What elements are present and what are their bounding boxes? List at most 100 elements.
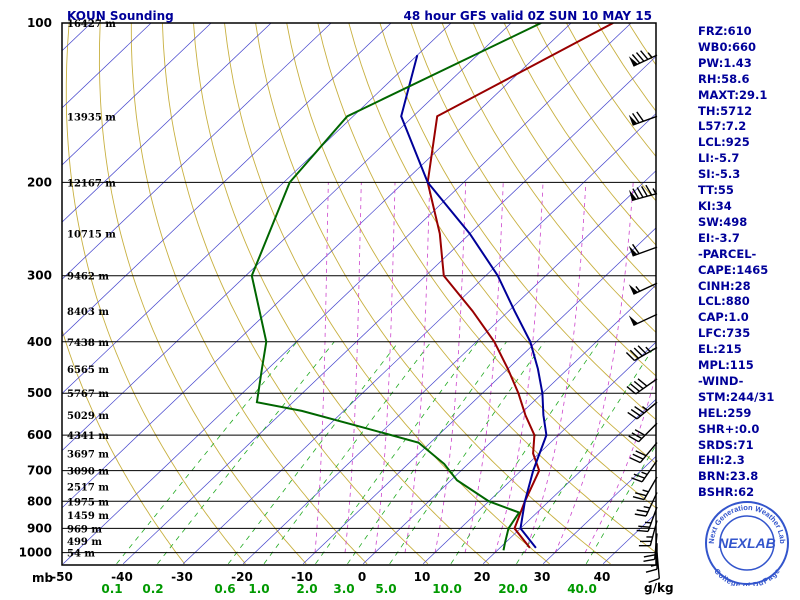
- index-item: MAXT:29.1: [698, 87, 768, 102]
- height-label: 9462 m: [67, 272, 109, 283]
- wind-barb: [628, 422, 658, 443]
- isotherm: [482, 398, 656, 565]
- wind-barb: [628, 313, 658, 327]
- dry-adiabat: [161, 23, 429, 565]
- mixing-ratio-line: [263, 341, 432, 565]
- pressure-tick-label: 600: [27, 428, 52, 442]
- index-item: SI:-5.3: [698, 167, 741, 182]
- temperature-tick-label: -50: [51, 570, 73, 584]
- mixing-ratio-line: [389, 341, 545, 565]
- temperature-tick-label: -10: [291, 570, 313, 584]
- mixing-ratio-tick-label: 0.2: [142, 582, 163, 596]
- height-label: 12167 m: [67, 178, 116, 189]
- height-label: 969 m: [67, 524, 102, 535]
- dry-adiabat: [441, 23, 656, 333]
- station-title: KOUN Sounding: [67, 9, 174, 23]
- wind-barb: [631, 460, 658, 483]
- index-item: LFC:735: [698, 326, 751, 341]
- index-item: BRN:23.8: [698, 469, 759, 484]
- moist-adiabat: [344, 182, 362, 553]
- pressure-tick-label: 300: [27, 269, 52, 283]
- dry-adiabat: [98, 23, 307, 565]
- isotherm: [62, 23, 212, 166]
- temperature-tick-label: 30: [534, 570, 551, 584]
- temperature-tick-label: -20: [231, 570, 253, 584]
- height-labels: 16427 m 13935 m 12167 m 10715 m 9462 m 8403 m…: [67, 19, 116, 560]
- height-label: 7438 m: [67, 338, 109, 349]
- index-item: -WIND-: [698, 373, 744, 388]
- logo-inner-ring: [719, 515, 775, 571]
- height-label: 2517 m: [67, 482, 109, 493]
- moist-adiabat: [464, 182, 504, 553]
- dry-adiabat: [503, 23, 656, 246]
- moist-adiabat: [434, 182, 467, 553]
- index-item: FRZ:610: [698, 24, 752, 38]
- height-label: 3090 m: [67, 467, 109, 478]
- temperature-tick-label: 40: [594, 570, 611, 584]
- sounding-profiles: [250, 23, 614, 551]
- pressure-tick-label: 1000: [19, 546, 52, 560]
- temperature-tick-label: 0: [358, 570, 366, 584]
- mixing-ratio-labels: 0.1 0.2 0.6 1.0 2.0 3.0 5.0 10.0 20.0 40.0: [101, 582, 596, 596]
- index-item: -PARCEL-: [698, 246, 757, 261]
- moist-adiabat: [314, 182, 329, 553]
- index-item: TT:55: [698, 183, 734, 198]
- height-label: 3697 m: [67, 450, 109, 461]
- index-item: STM:244/31: [698, 389, 775, 404]
- isotherm: [62, 23, 452, 395]
- profile-line-3: [250, 23, 542, 551]
- mixing-ratio-tick-label: 5.0: [375, 582, 396, 596]
- pressure-tick-label: 700: [27, 464, 52, 478]
- logo-outer-ring: [705, 501, 789, 585]
- background-lines: [0, 23, 656, 565]
- logo-wordmark: NEXLAB: [718, 535, 776, 551]
- wind-barb: [628, 282, 658, 295]
- isotherm: [0, 23, 31, 564]
- height-label: 10715 m: [67, 230, 116, 241]
- height-label: 5029 m: [67, 411, 109, 422]
- temperature-axis-labels: -50 -40 -30 -20 -10 0 10 20 30 40: [51, 570, 610, 584]
- isotherm: [62, 23, 572, 509]
- wind-barb: [629, 442, 658, 464]
- index-item: CINH:28: [698, 278, 751, 293]
- dry-adiabat: [472, 23, 656, 290]
- pressure-tick-label: 800: [27, 494, 52, 508]
- isotherm: [422, 341, 656, 565]
- index-item: SRDS:71: [698, 437, 754, 452]
- wind-barb: [632, 476, 658, 501]
- temperature-tick-label: 10: [414, 570, 431, 584]
- index-item: L57:7.2: [698, 119, 747, 134]
- height-label: 13935 m: [67, 112, 116, 123]
- isotherm: [62, 23, 392, 337]
- height-label: 5767 m: [67, 389, 109, 400]
- valid-time: 48 hour GFS valid 0Z SUN 10 MAY 15: [404, 9, 652, 23]
- pressure-unit-label: mb: [32, 571, 54, 585]
- height-label: 499 m: [67, 537, 102, 548]
- mixing-ratio-line: [227, 341, 400, 565]
- dry-adiabat: [255, 23, 611, 565]
- plot-frame: [61, 22, 657, 566]
- dry-adiabat: [317, 23, 656, 509]
- mixing-ratio-line: [347, 341, 507, 565]
- index-item: PW:1.43: [698, 55, 752, 70]
- index-item: LCL:880: [698, 294, 750, 309]
- dry-adiabat: [130, 23, 368, 565]
- index-item: CAP:1.0: [698, 310, 749, 325]
- height-label: 1459 m: [67, 511, 109, 522]
- index-item: EHI:2.3: [698, 453, 745, 468]
- temperature-tick-label: -30: [171, 570, 193, 584]
- wind-barb: [629, 184, 658, 202]
- mixing-ratio-tick-label: 3.0: [333, 582, 354, 596]
- height-label: 1975 m: [67, 497, 109, 508]
- index-item: LI:-5.7: [698, 151, 740, 166]
- dry-adiabat: [224, 23, 550, 565]
- index-item: HEL:259: [698, 405, 752, 420]
- moist-adiabat: [374, 182, 396, 553]
- pressure-tick-label: 900: [27, 521, 52, 535]
- height-label: 6565 m: [67, 365, 109, 376]
- index-item: KI:34: [698, 198, 732, 213]
- index-item: SW:498: [698, 214, 748, 229]
- height-label: 54 m: [67, 549, 95, 560]
- mixing-ratio-tick-label: 0.6: [214, 582, 235, 596]
- moist-adiabat: [404, 182, 431, 553]
